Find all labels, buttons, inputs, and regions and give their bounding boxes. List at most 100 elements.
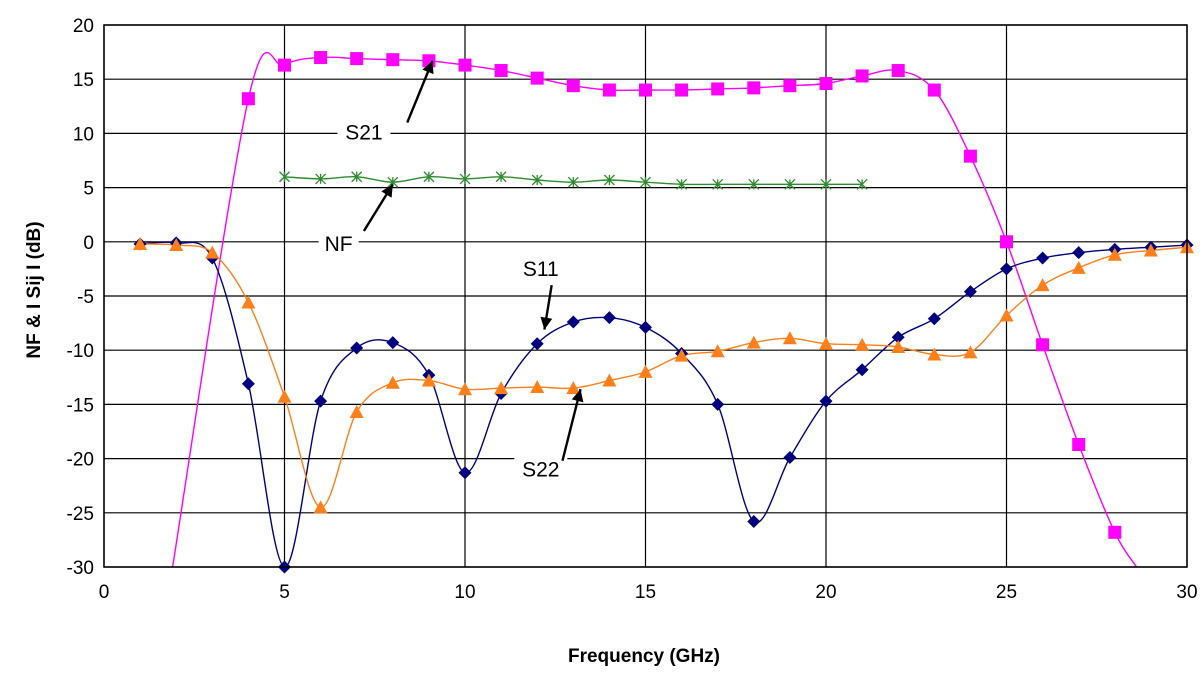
x-tick-label: 25 (996, 582, 1017, 603)
plot-border (103, 24, 1188, 568)
point-s11 (1036, 251, 1050, 265)
annotation-bg-s22 (514, 455, 568, 482)
point-s21 (350, 52, 364, 66)
point-s11 (241, 377, 255, 391)
point-s11 (314, 394, 328, 408)
y-tick-label: 5 (83, 179, 94, 200)
point-s22 (385, 375, 400, 389)
point-s22 (674, 348, 689, 362)
point-s21 (855, 69, 869, 83)
y-tick-label: -30 (67, 558, 94, 579)
annotation-label-nf: NF (325, 233, 353, 256)
point-s22 (963, 345, 978, 359)
point-s22 (241, 295, 256, 309)
point-nf (315, 173, 327, 185)
point-s11 (927, 312, 941, 326)
point-s21 (458, 58, 472, 72)
grid (103, 24, 1188, 568)
point-s21 (1000, 235, 1013, 249)
point-s22 (999, 308, 1014, 322)
point-nf (748, 178, 760, 190)
point-s21 (639, 83, 652, 97)
point-s22 (891, 339, 906, 353)
point-s22 (530, 380, 545, 394)
point-s21 (963, 149, 977, 163)
point-s21 (819, 77, 833, 91)
annotation-arrowhead-nf (381, 184, 393, 198)
annotation-label-s21: S21 (345, 122, 382, 145)
point-s21 (783, 79, 797, 93)
point-nf (531, 174, 543, 186)
point-s11 (783, 451, 797, 465)
tick-labels: 0 5 10 15 20 25 30 20 15 10 5 0 -5 -10 -15 -20 -25 -30 (67, 16, 1198, 603)
point-nf (351, 171, 363, 183)
point-nf (820, 178, 832, 190)
point-s11 (350, 341, 364, 355)
point-nf (676, 178, 688, 190)
point-s11 (819, 394, 833, 408)
point-s21 (314, 51, 328, 65)
x-tick-label: 5 (279, 582, 290, 603)
plot-frame (103, 24, 1188, 568)
annotation-label-s22: S22 (522, 459, 559, 482)
annotation-arrowhead-s22 (571, 389, 584, 403)
x-axis-title: Frequency (GHz) (568, 646, 720, 667)
point-nf (784, 178, 796, 190)
annotations: S21 NF S11 S22 (318, 60, 584, 482)
annotation-arrowhead-s21 (422, 60, 434, 75)
y-tick-label: 15 (73, 70, 94, 91)
point-s21 (602, 83, 616, 97)
y-axis-title: NF & I Sij I (dB) (24, 221, 45, 358)
point-s22 (169, 238, 184, 252)
point-s22 (855, 337, 870, 351)
point-s21 (927, 83, 941, 97)
series-lines (140, 51, 1188, 568)
point-nf (856, 178, 868, 190)
point-s11 (1000, 262, 1013, 276)
point-nf (567, 176, 579, 188)
point-s11 (530, 337, 544, 351)
point-s11 (963, 285, 977, 299)
point-s11 (1072, 246, 1086, 260)
point-s21 (711, 82, 725, 96)
point-s21 (891, 64, 905, 78)
point-s22 (313, 500, 328, 514)
annotation-arrowhead-s11 (540, 316, 553, 330)
point-nf (495, 171, 507, 183)
point-nf (603, 174, 615, 186)
x-tick-label: 15 (635, 582, 656, 603)
point-s22 (638, 364, 653, 378)
point-s22 (1035, 278, 1050, 292)
point-s22 (349, 404, 364, 418)
point-s21 (675, 83, 689, 97)
annotation-bg-nf (318, 230, 359, 257)
point-s21 (494, 64, 508, 78)
y-tick-label: -25 (67, 504, 94, 525)
annotation-label-s11: S11 (523, 258, 559, 281)
point-s11 (639, 320, 652, 334)
point-s22 (133, 236, 148, 250)
annotation-arrow-s22 (561, 388, 582, 462)
annotation-bg-s21 (337, 118, 391, 145)
point-s11 (602, 311, 616, 325)
x-tick-label: 10 (454, 582, 475, 603)
point-s22 (1107, 247, 1122, 261)
point-s22 (927, 347, 942, 361)
point-s22 (710, 344, 725, 358)
point-nf (279, 171, 290, 183)
annotation-bg-s11 (514, 255, 568, 282)
point-nf (423, 171, 435, 183)
point-s21 (747, 81, 761, 95)
point-s21 (530, 71, 544, 85)
point-s22 (746, 335, 761, 349)
y-tick-label: -20 (67, 450, 94, 471)
point-s21 (386, 53, 400, 67)
point-s11 (386, 336, 400, 350)
point-s21 (1072, 438, 1086, 452)
point-s11 (891, 330, 905, 344)
x-tick-label: 0 (99, 582, 110, 603)
point-s22 (566, 381, 581, 395)
y-tick-label: -10 (67, 341, 94, 362)
y-tick-label: 10 (73, 124, 94, 145)
